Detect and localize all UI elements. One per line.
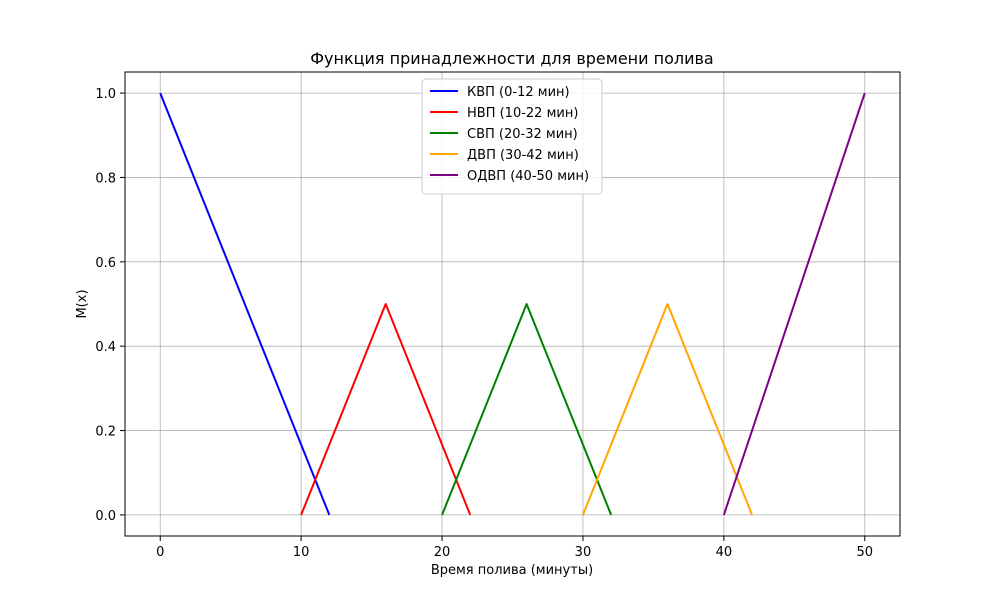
y-axis: 0.0 0.2 0.4 0.6 0.8 1.0 (95, 87, 125, 524)
legend-label: ДВП (30-42 мин) (467, 148, 579, 163)
x-tick-label: 50 (856, 545, 873, 560)
legend-label: СВП (20-32 мин) (467, 127, 578, 142)
series-lines (159, 92, 866, 516)
y-tick-label: 0.4 (95, 340, 116, 355)
legend-label: ОДВП (40-50 мин) (467, 169, 589, 184)
x-tick-label: 40 (716, 545, 733, 560)
legend: КВП (0-12 мин) НВП (10-22 мин) СВП (20-32 … (421, 78, 603, 195)
plot-frame (124, 71, 901, 537)
y-axis-title: M(x) (75, 289, 90, 318)
series-line-4 (582, 303, 753, 516)
y-tick-label: 0.6 (95, 256, 116, 271)
series-line-3 (441, 303, 613, 516)
series-line-5 (722, 92, 866, 516)
y-tick-label: 0.2 (95, 425, 116, 440)
chart-title: Функция принадлежности для времени полив… (310, 49, 713, 68)
x-tick-label: 0 (156, 545, 164, 560)
y-tick-label: 1.0 (95, 87, 116, 102)
series-line-1 (159, 92, 331, 516)
series-line-2 (300, 303, 472, 516)
x-tick-label: 30 (575, 545, 592, 560)
x-axis: 0 10 20 30 40 50 (156, 536, 873, 560)
y-tick-label: 0.0 (95, 509, 116, 524)
x-tick-label: 20 (434, 545, 451, 560)
x-tick-label: 10 (293, 545, 310, 560)
legend-box (421, 78, 603, 195)
x-axis-title: Время полива (минуты) (431, 563, 593, 578)
y-tick-label: 0.8 (95, 171, 116, 186)
legend-label: КВП (0-12 мин) (467, 85, 570, 100)
legend-label: НВП (10-22 мин) (467, 106, 578, 121)
